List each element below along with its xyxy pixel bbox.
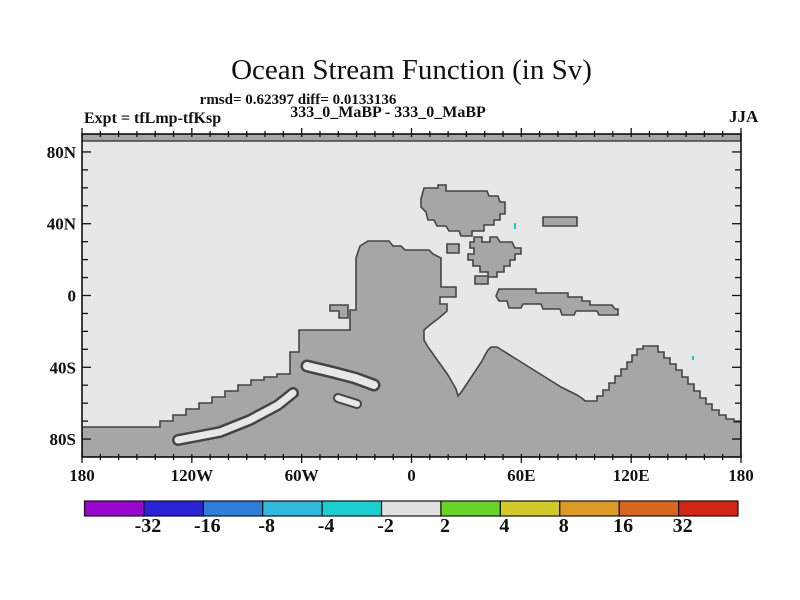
tick-label: -4 [318, 515, 335, 537]
tick-label: 8 [559, 515, 569, 537]
axis-labels: 180 120W 60W 0 60E 120E 180 80N 40N 0 40S 80S [47, 143, 754, 485]
colorbar-segment [618, 500, 680, 517]
tick-label: -32 [135, 515, 162, 537]
experiment-label: Expt = tfLmp-tfKsp [84, 110, 222, 127]
islet-square-west [446, 243, 460, 254]
land-main-continent [82, 240, 741, 457]
island-chain-east [495, 288, 619, 316]
island-mid [467, 236, 522, 278]
anomaly-point-south [692, 356, 694, 360]
colorbar-segment [83, 500, 145, 517]
colorbar-segment [321, 500, 383, 517]
colorbar-segment [440, 500, 501, 517]
tick-label: 60W [285, 466, 319, 485]
colorbar-segment [262, 500, 323, 517]
island-bar [542, 216, 578, 227]
tick-label: 0 [68, 287, 77, 306]
colorbar: -32 -16 -8 -4 -2 2 4 8 16 32 [83, 500, 739, 537]
colorbar-segment [202, 500, 264, 517]
stats-line: rmsd= 0.62397 diff= 0.0133136 [199, 92, 397, 108]
colorbar-segment [677, 500, 739, 517]
tick-label: 40S [50, 358, 76, 377]
lake-small [335, 395, 360, 407]
tick-label: 40N [47, 215, 77, 234]
channel-southwest [174, 389, 297, 444]
tick-label: 120E [613, 466, 650, 485]
season-label: JJA [729, 107, 759, 126]
colorbar-segment [380, 500, 442, 517]
tick-label: 16 [613, 515, 633, 537]
tick-label: -8 [258, 515, 275, 537]
tick-label: 180 [69, 466, 95, 485]
tick-label: -2 [377, 515, 394, 537]
lake-west [303, 362, 378, 389]
islet-square-south [474, 275, 489, 285]
tick-label: 32 [673, 515, 693, 537]
tick-label: 80N [47, 143, 77, 162]
tick-label: 4 [499, 515, 509, 537]
tick-label: 80S [50, 430, 76, 449]
tick-label: -16 [194, 515, 221, 537]
tick-label: 120W [171, 466, 214, 485]
colorbar-segment [499, 500, 561, 517]
axis-ticks [81, 128, 742, 463]
islet-hook [329, 304, 349, 319]
run-comparison-line: 333_0_MaBP - 333_0_MaBP [290, 104, 486, 121]
plot-title: Ocean Stream Function (in Sv) [231, 54, 592, 86]
tick-label: 2 [440, 515, 450, 537]
tick-label: 180 [728, 466, 754, 485]
anomaly-point-north [514, 223, 516, 229]
colorbar-segment [143, 500, 204, 517]
colorbar-segment [559, 500, 620, 517]
tick-label: 60E [507, 466, 535, 485]
island-north-large [420, 184, 506, 237]
tick-label: 0 [407, 466, 416, 485]
